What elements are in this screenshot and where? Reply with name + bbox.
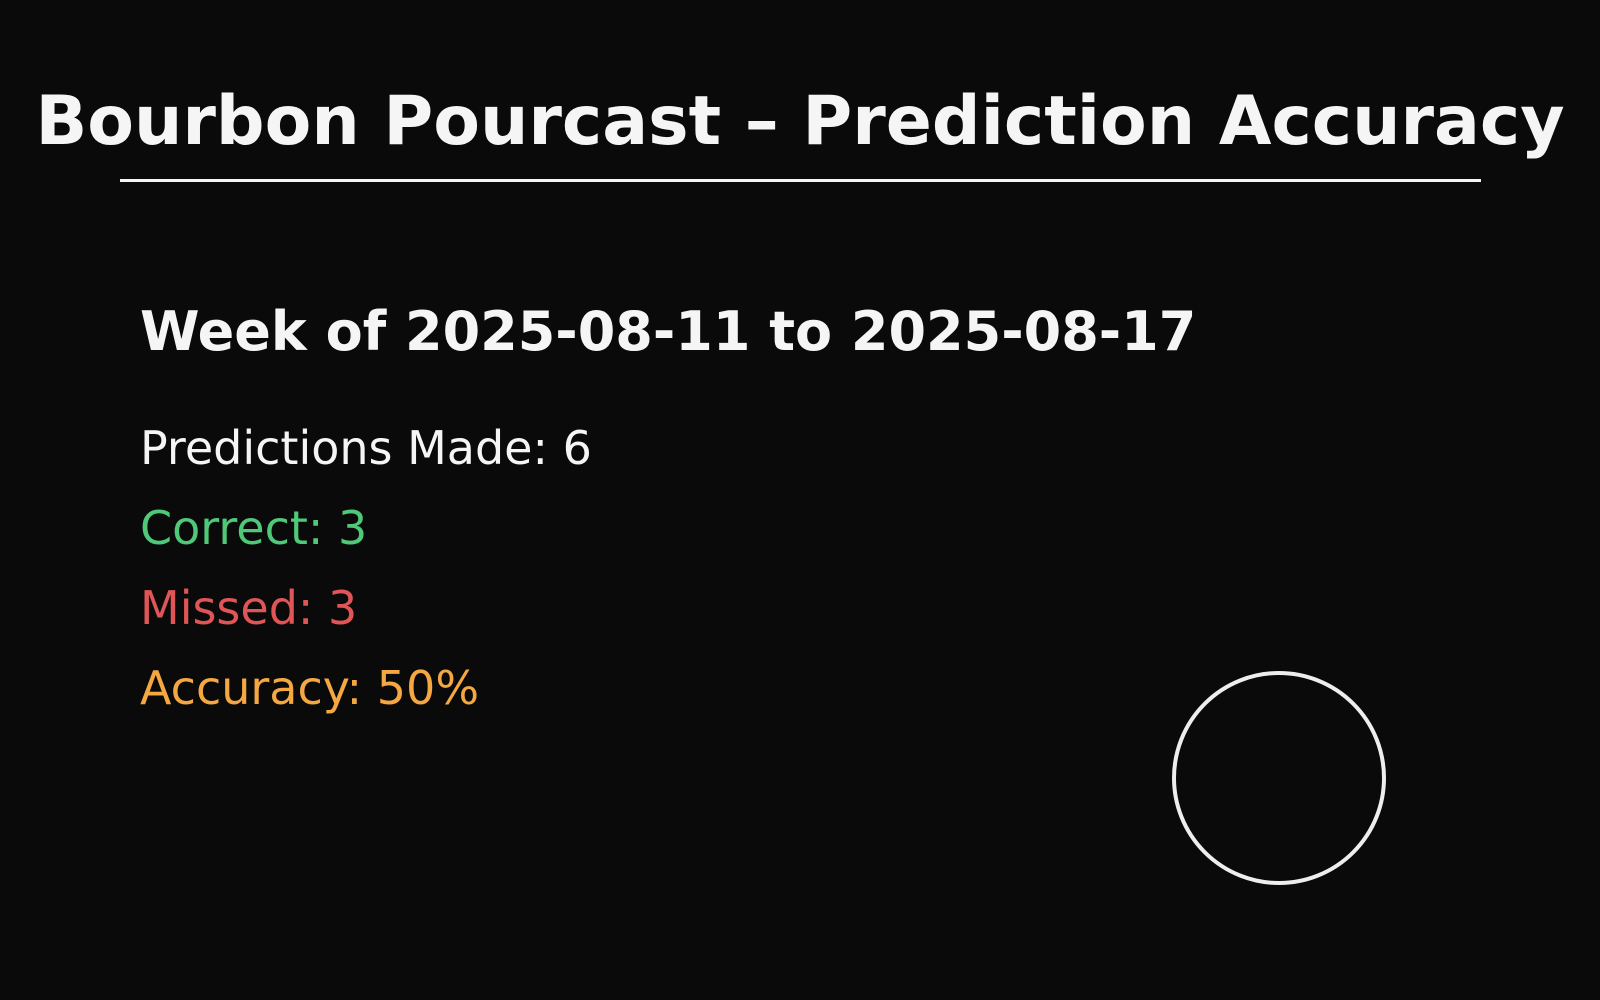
- ring-gauge-icon: [1172, 671, 1386, 885]
- correct-stat: Correct: 3: [140, 501, 368, 555]
- week-range-heading: Week of 2025-08-11 to 2025-08-17: [140, 300, 1197, 363]
- page-title: Bourbon Pourcast – Prediction Accuracy: [35, 82, 1565, 161]
- missed-stat: Missed: 3: [140, 581, 358, 635]
- title-divider: [120, 179, 1481, 182]
- accuracy-stat: Accuracy: 50%: [140, 661, 480, 715]
- predictions-made-stat: Predictions Made: 6: [140, 421, 592, 475]
